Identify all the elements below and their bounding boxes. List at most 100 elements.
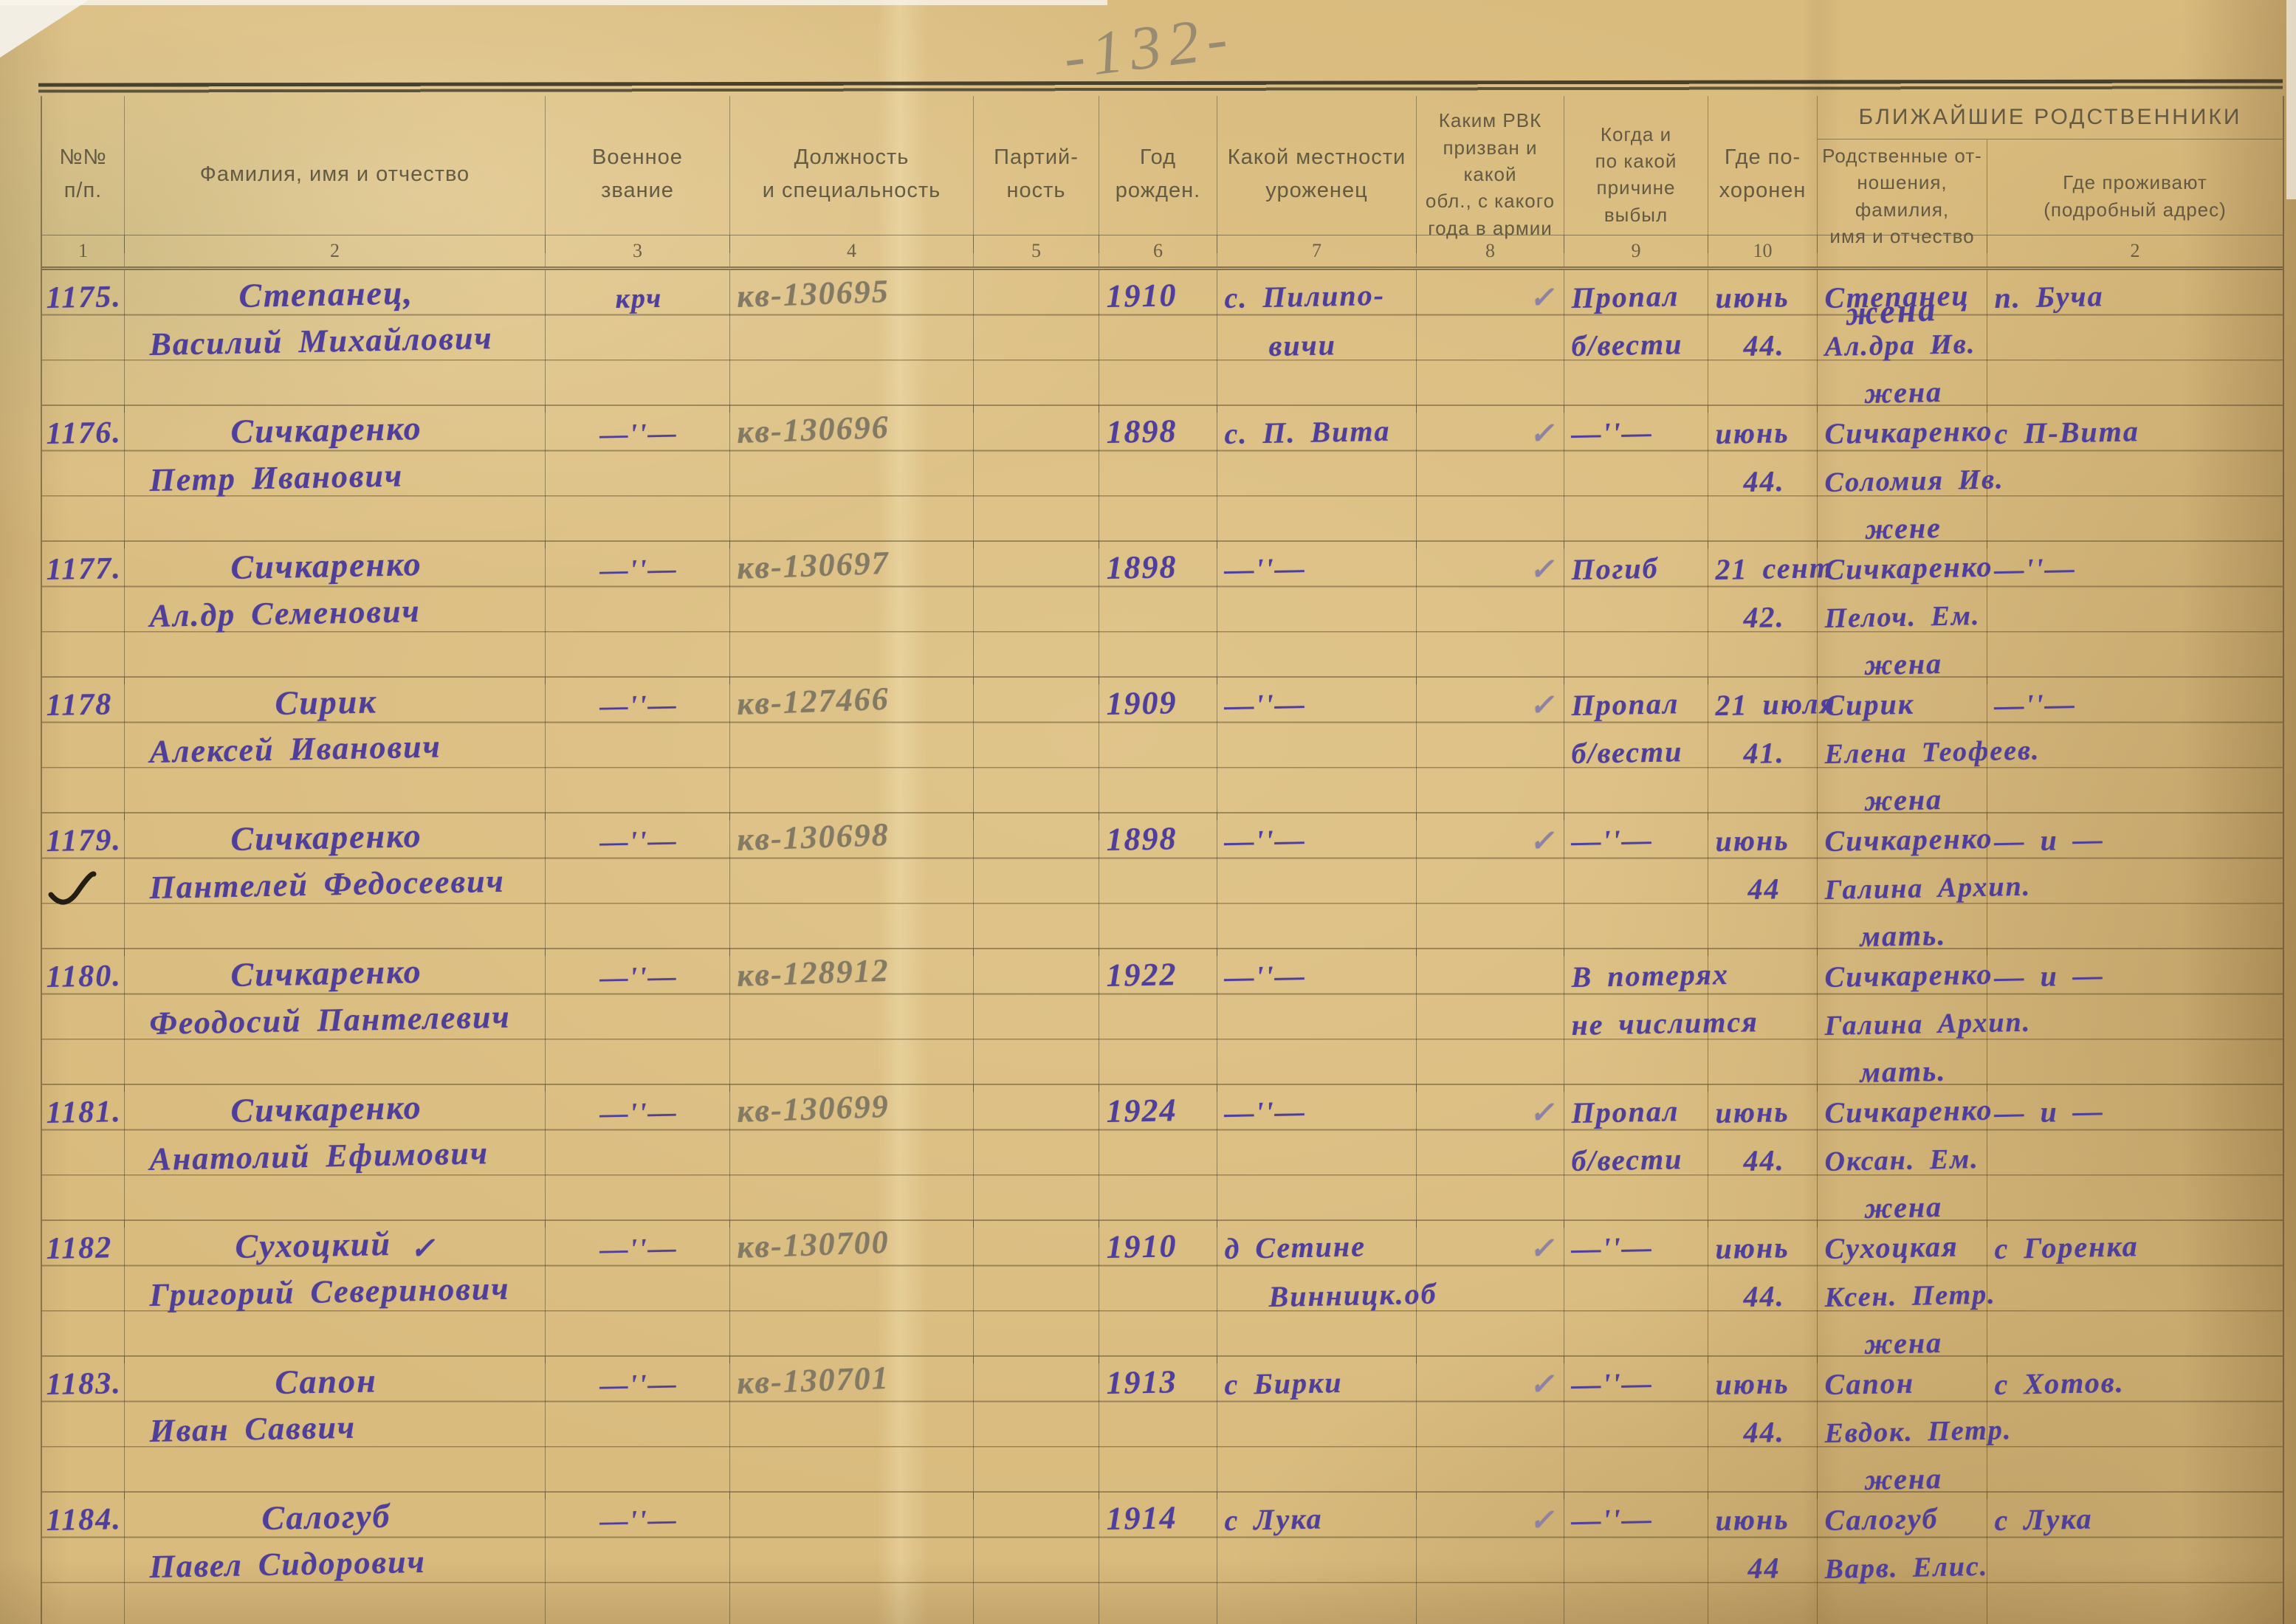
fate-line-1: В потерях: [1564, 949, 1729, 997]
relative-surname-line: Сичкаренко: [1818, 1085, 1993, 1132]
cell-birth-year: 1913: [1099, 1357, 1217, 1499]
handwritten-row-number: 1177.: [46, 551, 123, 588]
cell-rvk: ✓: [1417, 270, 1564, 413]
cell-birthplace: —''—: [1217, 542, 1417, 684]
handwritten-row-number: 1182: [46, 1231, 113, 1267]
cell-name: Сичкаренко Анатолий Ефимович: [125, 1085, 546, 1228]
handwritten-card-number: кв-130697: [736, 545, 890, 587]
handwritten-residence: —''—: [1994, 551, 2077, 587]
cell-row-number: 1184.: [42, 1493, 125, 1624]
cell-birth-year: 1924: [1099, 1085, 1217, 1228]
date-line-1: июнь: [1708, 270, 1817, 317]
table-row: 1184. Салогуб Павел Сидорович —''—: [42, 1493, 2283, 1624]
date-line-1: 21 июля: [1708, 678, 1836, 725]
rvk-line: ✓: [1417, 678, 1564, 725]
column-header-fate: Когда и по какой причине выбыл: [1564, 96, 1708, 253]
cell-residence: п. Буча: [1987, 270, 2283, 413]
cell-rank: —''—: [546, 1493, 730, 1624]
table-header-row: №№ п/п. Фамилия, имя и отчество Военное …: [42, 96, 2283, 253]
cell-row-number: 1182: [42, 1221, 125, 1363]
card-line: кв-130696: [730, 406, 973, 453]
rvk-line: ✓: [1417, 406, 1564, 453]
handwritten-birthplace: д Сетине: [1224, 1229, 1367, 1266]
handwritten-month: июнь: [1715, 1502, 1790, 1538]
surname-line: Сичкаренко: [125, 949, 545, 997]
rank-line: —''—: [546, 949, 729, 997]
relative-name-line: Пелоч. Ем.: [1818, 589, 1987, 636]
cell-row-number: 1178: [42, 678, 125, 820]
handwritten-fate: Пропал: [1571, 279, 1680, 315]
fate-line-2: [1564, 861, 1708, 908]
cell-relative: Сичкаренко Галина Архип. мать.: [1818, 949, 2032, 1092]
rank-line: —''—: [546, 542, 729, 589]
handwritten-birth-year: 1924: [1106, 1092, 1178, 1130]
cell-row-number: 1176.: [42, 406, 125, 548]
handwritten-birthplace: —''—: [1224, 687, 1307, 723]
cell-rank: —''—: [546, 406, 730, 548]
date-line-2: 44.: [1708, 1132, 1817, 1180]
column-number: [1818, 235, 1987, 266]
date-line-1: июнь: [1708, 406, 1817, 453]
birthplace-line-2: [1217, 861, 1416, 908]
residence-line: с Хотов.: [1987, 1357, 2283, 1404]
relative-name-line: Галина Архип.: [1818, 997, 2031, 1044]
cell-rvk: ✓: [1417, 1085, 1564, 1228]
fate-line-1: —''—: [1564, 813, 1708, 861]
party-line: [974, 949, 1099, 997]
handwritten-relative-name: Евдок. Петр.: [1824, 1414, 2013, 1449]
table-body: 1175. Степанец, Василий Михайлович крч к…: [42, 270, 2283, 1624]
handwritten-fate-cont: б/вести: [1571, 734, 1683, 770]
year-line: 1913: [1099, 1357, 1217, 1404]
table-row: 1176. Сичкаренко Петр Иванович —''— кв-1…: [42, 406, 2283, 548]
cell-birthplace: с. П. Вита: [1217, 406, 1417, 548]
cell-rank: —''—: [546, 1357, 730, 1499]
handwritten-birth-year: 1922: [1106, 956, 1178, 994]
handwritten-given-names: Иван Саввич: [149, 1408, 357, 1449]
card-line: кв-130695: [730, 270, 973, 317]
fate-line-1: —''—: [1564, 1357, 1708, 1404]
handwritten-year-lost: 44.: [1742, 1143, 1785, 1177]
handwritten-birth-year: 1909: [1106, 684, 1178, 723]
handwritten-month: июнь: [1715, 280, 1790, 315]
handwritten-relative-surname: Сичкаренко: [1824, 1093, 1993, 1130]
given-names-line: Ал.др Семенович: [125, 589, 545, 636]
cell-birth-year: 1898: [1099, 542, 1217, 684]
cell-relative: Степанец Ал.дра Ив. жена: [1818, 270, 1987, 413]
cell-fate: —''—: [1564, 1221, 1708, 1363]
handwritten-birthplace: —''—: [1224, 551, 1307, 587]
cell-date-lost: июнь 44: [1708, 1493, 1818, 1624]
handwritten-month: июнь: [1715, 1095, 1790, 1130]
casualty-register-table: №№ п/п. Фамилия, имя и отчество Военное …: [41, 96, 2284, 1624]
handwritten-fate: —''—: [1571, 416, 1654, 451]
handwritten-residence: —''—: [1994, 687, 2077, 723]
cell-card-number: кв-130700: [730, 1221, 974, 1363]
handwritten-relative-name: Ксен. Петр.: [1824, 1279, 1997, 1313]
cell-row-number: 1175.: [42, 270, 125, 413]
relative-name-line: Евдок. Петр.: [1818, 1404, 2012, 1451]
cell-card-number: кв-130698: [730, 813, 974, 956]
rank-line: —''—: [546, 406, 729, 453]
cell-rvk: ✓: [1417, 813, 1564, 956]
cell-rank: —''—: [546, 542, 730, 684]
cell-rank: —''—: [546, 1085, 730, 1228]
cell-residence: —''—: [1987, 542, 2283, 684]
handwritten-row-number: 1175.: [46, 280, 123, 316]
handwritten-fate: —''—: [1571, 1366, 1654, 1402]
handwritten-given-names: Феодосий Пантелевич: [149, 998, 512, 1042]
fate-line-2: б/вести: [1564, 725, 1708, 772]
handwritten-rank: крч: [614, 283, 663, 315]
birthplace-line-2: Винницк.об: [1217, 1268, 1437, 1315]
cell-party: [974, 1493, 1099, 1624]
cell-relative: Сичкаренко Пелоч. Ем. жена: [1818, 542, 1993, 684]
card-line: кв-128912: [730, 949, 973, 997]
handwritten-residence: — и —: [1994, 822, 2105, 859]
card-line: [730, 1493, 973, 1540]
cell-residence: с Лука: [1987, 1493, 2283, 1624]
scan-corner-artifact: [0, 0, 89, 58]
handwritten-relation: жене: [1864, 510, 1942, 546]
cell-rvk: ✓: [1417, 1493, 1564, 1624]
cell-residence: — и —: [1987, 813, 2283, 956]
residence-line: с Горенка: [1987, 1221, 2283, 1268]
handwritten-given-names: Пантелей Федосеевич: [149, 862, 506, 906]
residence-line: —''—: [1987, 542, 2283, 589]
